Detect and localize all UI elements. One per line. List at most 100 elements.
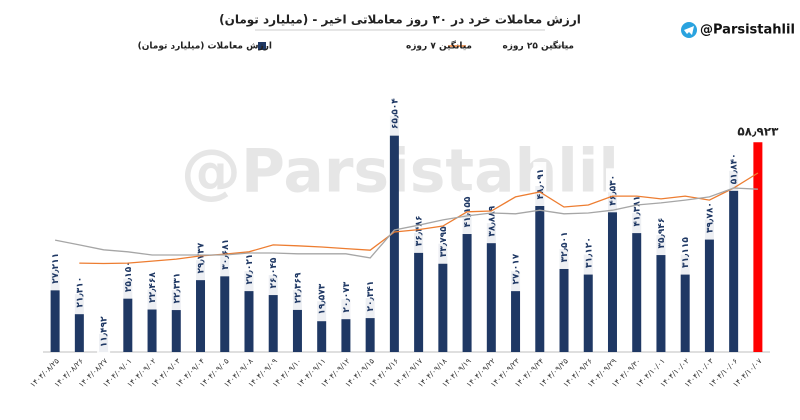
value-label-group: ۲۷٫۲۱۱ bbox=[48, 246, 62, 291]
value-label: ۴۱٫۳۸۱ bbox=[633, 196, 643, 227]
value-label-group: ۳۱٫۱۱۵ bbox=[678, 230, 692, 275]
value-label-group: ۳۵٫۹۴۶ bbox=[654, 211, 668, 256]
value-label-group: ۴۱٫۳۸۱ bbox=[630, 189, 644, 234]
value-label: ۳۱٫۱۲۰ bbox=[584, 237, 594, 268]
bar bbox=[123, 278, 133, 352]
channel-badge: @Parsistahlil bbox=[681, 22, 795, 38]
value-label-group: ۲۹٫۷۳۷ bbox=[194, 236, 208, 281]
bar bbox=[389, 115, 399, 352]
telegram-plane bbox=[684, 26, 694, 35]
value-label: ۳۶٫۴۸۶ bbox=[415, 215, 425, 246]
value-label-box bbox=[557, 224, 571, 269]
bar bbox=[729, 170, 739, 352]
value-label-group: ۲۷٫۰۱۷ bbox=[509, 247, 523, 292]
line-series bbox=[54, 187, 758, 259]
value-label-box bbox=[169, 266, 183, 311]
bar bbox=[244, 271, 254, 352]
value-label-group: ۳۱٫۱۲۰ bbox=[581, 230, 595, 275]
value-label-group: ۴۸٫۰۹۱ bbox=[533, 162, 547, 207]
value-label-box bbox=[387, 91, 401, 136]
legend-label: میانگین ۲۵ روزه bbox=[502, 40, 574, 52]
value-label: ۴۸٫۰۹۱ bbox=[536, 169, 546, 200]
bar bbox=[147, 289, 157, 352]
bar bbox=[74, 294, 84, 352]
value-label: ۲۷٫۲۱۱ bbox=[51, 253, 61, 284]
value-label: ۲۲٫۴۶۸ bbox=[148, 272, 158, 303]
value-label-box bbox=[702, 195, 716, 240]
chart-title: ارزش معاملات خرد در ۳۰ روز معاملاتی اخیر… bbox=[219, 13, 581, 28]
value-label: ۵۱٫۸۴۰ bbox=[730, 153, 740, 184]
value-label-group: ۱۱٫۴۹۲ bbox=[97, 309, 111, 354]
value-label-box bbox=[290, 265, 304, 310]
value-label-box bbox=[605, 168, 619, 213]
bar bbox=[268, 275, 278, 352]
value-label: ۲۰٫۰۷۳ bbox=[342, 281, 352, 312]
legend-label: ارزش معاملات (میلیارد تومان) bbox=[138, 42, 272, 52]
value-label-box bbox=[315, 277, 329, 322]
bar bbox=[365, 298, 375, 352]
legend: ارزش معاملات (میلیارد تومان) میانگین ۷ رو… bbox=[138, 40, 574, 52]
value-label-box bbox=[339, 275, 353, 320]
value-label-group: ۳۲٫۵۰۱ bbox=[557, 224, 571, 269]
bar bbox=[511, 271, 521, 352]
value-label-box bbox=[654, 211, 668, 256]
value-label-box bbox=[412, 208, 426, 253]
value-label-box bbox=[72, 270, 86, 315]
bar bbox=[171, 290, 181, 352]
value-label-box bbox=[630, 189, 644, 234]
value-label-group: ۲۰٫۰۷۳ bbox=[339, 275, 353, 320]
bar bbox=[704, 219, 714, 352]
line-series bbox=[79, 172, 759, 265]
value-label: ۲۷٫۰۲۱ bbox=[245, 254, 255, 285]
bar bbox=[196, 260, 206, 352]
value-label-box bbox=[48, 246, 62, 291]
value-label-box bbox=[484, 199, 498, 244]
bar bbox=[50, 270, 60, 352]
bar bbox=[220, 256, 230, 352]
channel-name: @Parsistahlil bbox=[700, 23, 795, 38]
value-label: ۲۹٫۷۳۷ bbox=[197, 242, 207, 273]
value-label-box bbox=[145, 265, 159, 310]
value-label: ۳۱٫۱۱۵ bbox=[681, 237, 691, 268]
bar bbox=[753, 142, 763, 352]
bar bbox=[341, 299, 351, 352]
bar bbox=[438, 243, 448, 352]
bar bbox=[292, 289, 302, 352]
value-label-box bbox=[121, 254, 135, 299]
value-label-group: ۲۷٫۰۲۱ bbox=[242, 247, 256, 292]
value-label-group: ۲۰٫۳۴۱ bbox=[363, 274, 377, 319]
value-label-group: ۳۹٫۷۸۰ bbox=[702, 195, 716, 240]
value-label-box bbox=[266, 251, 280, 296]
value-label-group: ۳۶٫۴۸۶ bbox=[412, 208, 426, 253]
value-label: ۳۸٫۸۸۹ bbox=[487, 205, 497, 236]
value-label-group: ۲۲٫۳۶۹ bbox=[290, 265, 304, 310]
value-label-box bbox=[436, 219, 450, 264]
bar bbox=[486, 223, 496, 352]
value-label-group: ۲۱٫۳۱۰ bbox=[72, 270, 86, 315]
value-label: ۱۱٫۴۹۲ bbox=[100, 316, 110, 347]
value-label: ۴۶٫۵۳۰ bbox=[608, 175, 618, 206]
bar bbox=[535, 186, 545, 352]
value-label: ۳۹٫۷۸۰ bbox=[705, 202, 715, 233]
watermark: @Parsistahlil bbox=[181, 137, 619, 207]
bar bbox=[583, 254, 593, 352]
value-label: ۲۲٫۳۶۹ bbox=[293, 272, 303, 303]
bar bbox=[607, 192, 617, 352]
value-label-box bbox=[678, 230, 692, 275]
value-label-group: ۲۲٫۴۶۸ bbox=[145, 265, 159, 310]
bar bbox=[414, 232, 424, 352]
value-label: ۱۹٫۵۷۳ bbox=[318, 283, 328, 314]
bar bbox=[462, 214, 472, 352]
value-label-box bbox=[97, 309, 111, 354]
legend-label: میانگین ۷ روزه bbox=[406, 40, 472, 52]
value-label: ۶۵٫۵۰۴ bbox=[390, 98, 400, 129]
bar bbox=[680, 254, 690, 352]
value-label: ۳۳٫۷۹۵ bbox=[439, 226, 449, 257]
bar bbox=[656, 235, 666, 352]
bar bbox=[559, 248, 569, 352]
value-label: ۲۷٫۰۱۷ bbox=[512, 253, 522, 284]
value-label-group: ۲۵٫۱۵۰ bbox=[121, 254, 135, 299]
value-label-group: ۵۱٫۸۴۰ bbox=[727, 146, 741, 191]
